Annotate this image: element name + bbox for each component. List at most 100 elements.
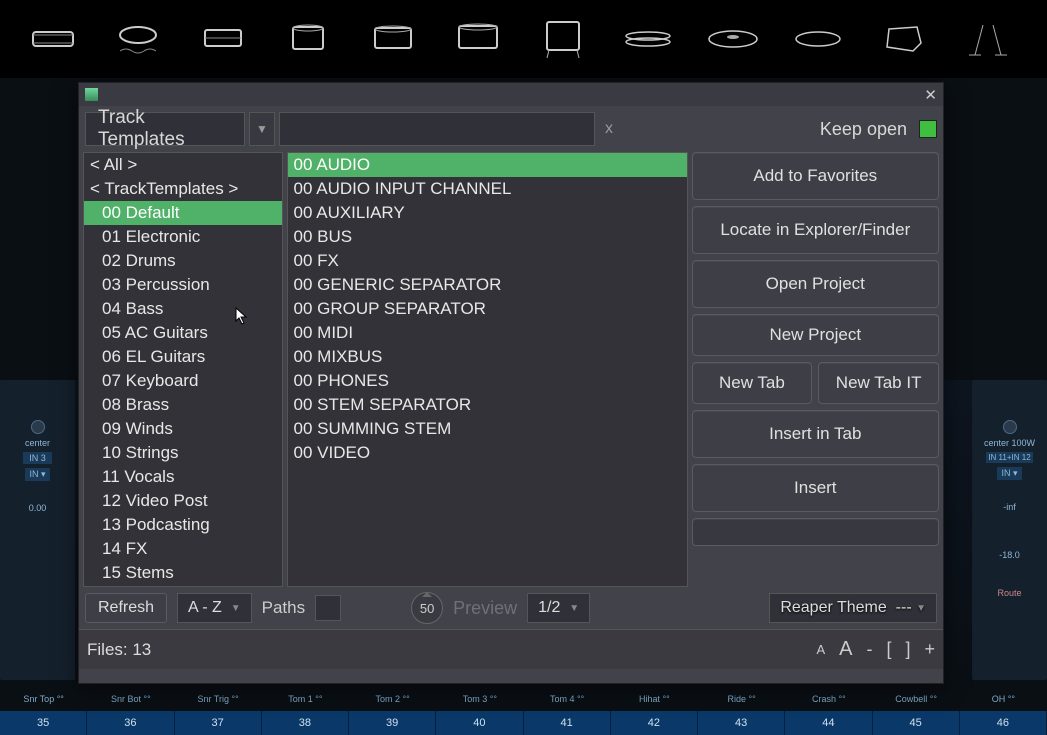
template-row[interactable]: 00 PHONES	[288, 369, 687, 393]
track-label[interactable]: Tom 4 °°	[524, 694, 611, 710]
clear-search-button[interactable]: x	[605, 120, 613, 138]
route-label[interactable]: Route	[997, 588, 1021, 598]
pan-knob[interactable]	[31, 420, 45, 434]
template-row[interactable]: 00 GROUP SEPARATOR	[288, 297, 687, 321]
ride-icon[interactable]	[690, 9, 775, 69]
zoom-in-button[interactable]: +	[924, 639, 935, 660]
open-project-button[interactable]: Open Project	[692, 260, 939, 308]
locate-button[interactable]: Locate in Explorer/Finder	[692, 206, 939, 254]
category-row[interactable]: 06 EL Guitars	[84, 345, 282, 369]
template-row[interactable]: 00 FX	[288, 249, 687, 273]
new-tab-it-button[interactable]: New Tab IT	[818, 362, 939, 404]
category-row[interactable]: < TrackTemplates >	[84, 177, 282, 201]
snare-waveform-icon[interactable]	[95, 9, 180, 69]
template-row[interactable]: 00 SUMMING STEM	[288, 417, 687, 441]
insert-in-tab-button[interactable]: Insert in Tab	[692, 410, 939, 458]
count-spinner[interactable]: 50	[411, 592, 443, 624]
track-label[interactable]: Cowbell °°	[873, 694, 960, 710]
track-label[interactable]: Snr Bot °°	[87, 694, 174, 710]
channel-number[interactable]: 42	[611, 711, 698, 735]
refresh-button[interactable]: Refresh	[85, 593, 167, 623]
track-label[interactable]: Snr Top °°	[0, 694, 87, 710]
floor-tom-icon[interactable]	[520, 9, 605, 69]
template-row[interactable]: 00 AUDIO INPUT CHANNEL	[288, 177, 687, 201]
channel-number[interactable]: 41	[524, 711, 611, 735]
pan-knob[interactable]	[1003, 420, 1017, 434]
in-menu[interactable]: IN ▾	[997, 467, 1021, 480]
track-label[interactable]: Snr Trig °°	[175, 694, 262, 710]
tom2-icon[interactable]	[350, 9, 435, 69]
category-row[interactable]: 00 Default	[84, 201, 282, 225]
template-row[interactable]: 00 GENERIC SEPARATOR	[288, 273, 687, 297]
category-list[interactable]: < All >< TrackTemplates >00 Default01 El…	[83, 152, 283, 587]
template-row[interactable]: 00 AUXILIARY	[288, 201, 687, 225]
channel-number[interactable]: 44	[785, 711, 872, 735]
category-row[interactable]: 09 Winds	[84, 417, 282, 441]
category-row[interactable]: 10 Strings	[84, 441, 282, 465]
channel-number[interactable]: 40	[436, 711, 523, 735]
track-label[interactable]: Tom 3 °°	[436, 694, 523, 710]
tom3-icon[interactable]	[435, 9, 520, 69]
template-row[interactable]: 00 STEM SEPARATOR	[288, 393, 687, 417]
template-row[interactable]: 00 VIDEO	[288, 441, 687, 465]
track-label[interactable]: Ride °°	[698, 694, 785, 710]
category-row[interactable]: 11 Vocals	[84, 465, 282, 489]
template-row[interactable]: 00 MIXBUS	[288, 345, 687, 369]
hihat-icon[interactable]	[605, 9, 690, 69]
preview-page-dropdown[interactable]: 1/2 ▼	[527, 593, 590, 623]
track-label[interactable]: OH °°	[960, 694, 1047, 710]
track-templates-dropdown[interactable]: Track Templates	[85, 112, 245, 146]
theme-dropdown[interactable]: Reaper Theme --- ▼	[769, 593, 937, 623]
new-tab-button[interactable]: New Tab	[692, 362, 813, 404]
bracket-right[interactable]: ]	[905, 639, 910, 660]
channel-number[interactable]: 46	[960, 711, 1047, 735]
template-row[interactable]: 00 AUDIO	[288, 153, 687, 177]
channel-number[interactable]: 43	[698, 711, 785, 735]
track-label[interactable]: Tom 1 °°	[262, 694, 349, 710]
tom1-icon[interactable]	[265, 9, 350, 69]
font-size-small-button[interactable]: A	[816, 642, 825, 657]
insert-button[interactable]: Insert	[692, 464, 939, 512]
category-row[interactable]: 07 Keyboard	[84, 369, 282, 393]
category-row[interactable]: 13 Podcasting	[84, 513, 282, 537]
input-label[interactable]: IN 11+IN 12	[986, 452, 1032, 463]
category-row[interactable]: 15 Stems	[84, 561, 282, 585]
track-label[interactable]: Hihat °°	[611, 694, 698, 710]
category-row[interactable]: 12 Video Post	[84, 489, 282, 513]
font-size-large-button[interactable]: A	[839, 638, 852, 661]
paths-checkbox[interactable]	[315, 595, 341, 621]
template-row[interactable]: 00 BUS	[288, 225, 687, 249]
input-label[interactable]: IN 3	[23, 452, 52, 464]
keep-open-toggle[interactable]	[919, 120, 937, 138]
template-list[interactable]: 00 AUDIO00 AUDIO INPUT CHANNEL00 AUXILIA…	[287, 152, 688, 587]
titlebar[interactable]: ✕	[79, 83, 943, 106]
snare-alt-icon[interactable]	[180, 9, 265, 69]
new-project-button[interactable]: New Project	[692, 314, 939, 356]
in-menu[interactable]: IN ▾	[25, 468, 49, 481]
category-row[interactable]: 04 Bass	[84, 297, 282, 321]
channel-number[interactable]: 45	[873, 711, 960, 735]
zoom-out-button[interactable]: -	[866, 639, 872, 660]
bracket-left[interactable]: [	[886, 639, 891, 660]
dropdown-arrow-icon[interactable]: ▼	[249, 112, 275, 146]
category-row[interactable]: < All >	[84, 153, 282, 177]
channel-number[interactable]: 35	[0, 711, 87, 735]
category-row[interactable]: 02 Drums	[84, 249, 282, 273]
channel-number[interactable]: 39	[349, 711, 436, 735]
crash-icon[interactable]	[775, 9, 860, 69]
track-label[interactable]: Crash °°	[785, 694, 872, 710]
category-row[interactable]: 14 FX	[84, 537, 282, 561]
category-row[interactable]: 05 AC Guitars	[84, 321, 282, 345]
track-label[interactable]: Tom 2 °°	[349, 694, 436, 710]
category-row[interactable]: 03 Percussion	[84, 273, 282, 297]
close-icon[interactable]: ✕	[924, 86, 937, 104]
add-to-favorites-button[interactable]: Add to Favorites	[692, 152, 939, 200]
template-row[interactable]: 00 MIDI	[288, 321, 687, 345]
search-input[interactable]	[279, 112, 595, 146]
channel-number[interactable]: 37	[175, 711, 262, 735]
category-row[interactable]: 01 Electronic	[84, 225, 282, 249]
sort-dropdown[interactable]: A - Z ▼	[177, 593, 252, 623]
overhead-icon[interactable]	[945, 9, 1030, 69]
cowbell-icon[interactable]	[860, 9, 945, 69]
snare-icon[interactable]	[10, 9, 95, 69]
